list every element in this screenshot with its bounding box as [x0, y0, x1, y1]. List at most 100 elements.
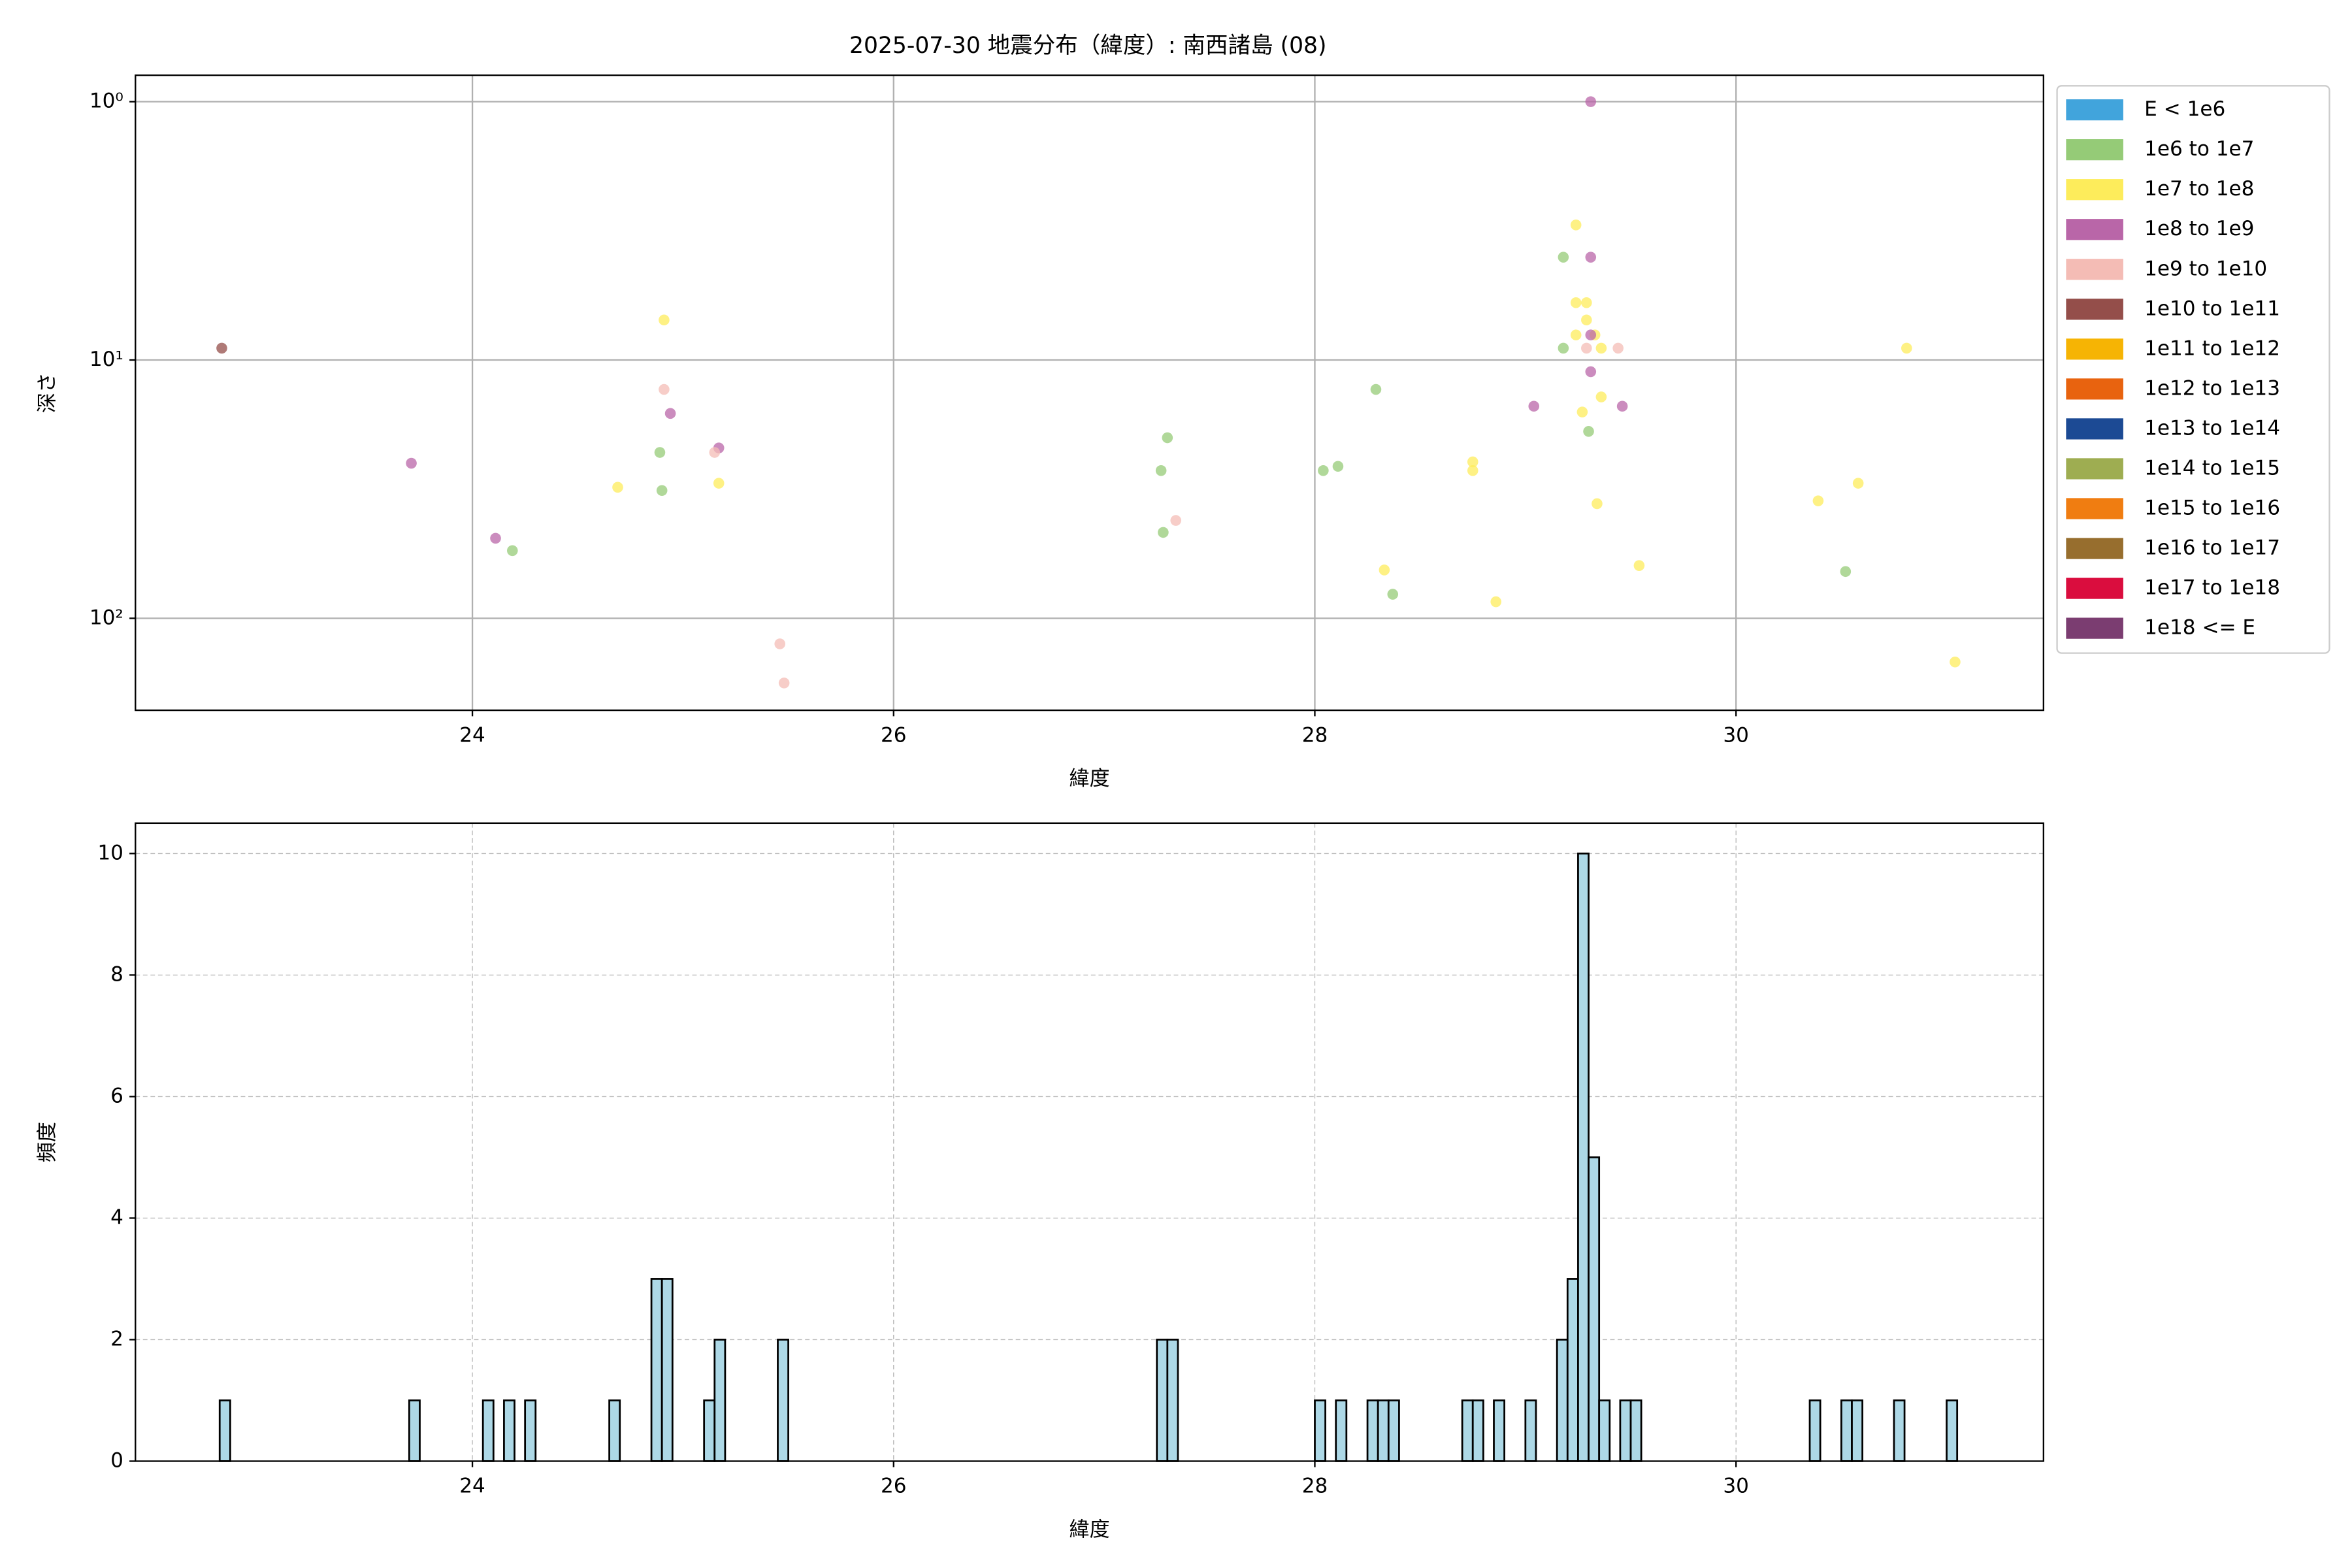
point [774, 638, 785, 649]
bar [1471, 1399, 1484, 1462]
point [1592, 498, 1603, 510]
bar [1577, 853, 1590, 1462]
point [1170, 515, 1182, 526]
bar [1946, 1399, 1959, 1462]
legend-label: 1e7 to 1e8 [2144, 177, 2254, 201]
point [1581, 314, 1592, 326]
bar [1366, 1399, 1379, 1462]
bar [524, 1399, 537, 1462]
bar [1156, 1339, 1169, 1462]
point [1570, 297, 1582, 308]
bar [1629, 1399, 1642, 1462]
point [664, 408, 676, 419]
point [1155, 465, 1167, 476]
bar [1524, 1399, 1537, 1462]
point [1162, 432, 1173, 444]
point [1467, 456, 1478, 468]
bar [1493, 1399, 1505, 1462]
point [1585, 252, 1597, 263]
point [713, 478, 725, 489]
x-tick-label: 30 [1723, 723, 1749, 747]
chart-title: 2025-07-30 地震分布（緯度）: 南西諸島 (08) [849, 33, 1327, 59]
legend-label: 1e12 to 1e13 [2144, 376, 2280, 400]
plot-frame [135, 74, 2044, 711]
legend-swatch [2066, 378, 2123, 400]
y-axis-label: 頻度 [36, 1122, 59, 1162]
point [1158, 527, 1169, 538]
point [612, 482, 623, 493]
point [1558, 342, 1569, 354]
y-tick-label: 0 [110, 1448, 123, 1472]
point [1840, 566, 1852, 578]
point [1576, 406, 1588, 417]
bar [1461, 1399, 1474, 1462]
x-tick-label: 24 [459, 723, 485, 747]
legend-label: 1e15 to 1e16 [2144, 497, 2280, 520]
legend-swatch [2066, 99, 2123, 121]
x-tick-label: 28 [1302, 723, 1328, 747]
point [1901, 342, 1912, 354]
y-tick-label: 10 [97, 841, 123, 864]
legend-swatch [2066, 179, 2123, 201]
bar [1335, 1399, 1348, 1462]
y-tick-label: 10¹ [90, 348, 123, 371]
point [1633, 560, 1645, 571]
legend-swatch [2066, 299, 2123, 320]
bar [650, 1278, 663, 1462]
point [656, 485, 668, 497]
x-tick-label: 26 [881, 1475, 907, 1498]
legend-label: 1e11 to 1e12 [2144, 336, 2280, 360]
legend-box [2056, 85, 2330, 654]
bar [482, 1399, 495, 1462]
point [1490, 596, 1501, 608]
bar [1598, 1399, 1611, 1462]
point [1852, 478, 1864, 489]
x-tick-label: 26 [881, 723, 907, 747]
point [216, 342, 227, 354]
bar [703, 1399, 716, 1462]
point [1812, 495, 1824, 506]
point [1612, 342, 1624, 354]
legend-swatch [2066, 578, 2123, 599]
x-tick-label: 30 [1723, 1475, 1749, 1498]
legend-swatch [2066, 418, 2123, 440]
legend-label: 1e13 to 1e14 [2144, 416, 2280, 440]
legend-label: 1e8 to 1e9 [2144, 217, 2254, 240]
point [1332, 461, 1344, 472]
point [1585, 366, 1597, 378]
point [1616, 400, 1628, 412]
y-tick-label: 2 [110, 1327, 123, 1350]
point [507, 545, 518, 557]
plot-frame [135, 822, 2044, 1462]
bar [503, 1399, 515, 1462]
point [778, 678, 790, 689]
legend-label: E < 1e6 [2144, 97, 2225, 121]
bar [661, 1278, 674, 1462]
legend-swatch [2066, 219, 2123, 240]
bar [1840, 1399, 1853, 1462]
point [1581, 342, 1592, 354]
bar [713, 1339, 727, 1462]
point [1581, 297, 1592, 308]
y-tick-label: 8 [110, 962, 123, 986]
legend-label: 1e16 to 1e17 [2144, 536, 2280, 560]
y-tick-label: 4 [110, 1205, 123, 1229]
point [406, 457, 417, 469]
bar [777, 1339, 789, 1462]
bar [408, 1399, 421, 1462]
bar [1556, 1339, 1569, 1462]
point [1585, 329, 1597, 340]
point [1595, 342, 1607, 354]
point [490, 532, 501, 544]
x-axis-label: 緯度 [1069, 1518, 1109, 1541]
bar [1387, 1399, 1400, 1462]
x-tick-label: 28 [1302, 1475, 1328, 1498]
legend-swatch [2066, 139, 2123, 161]
bar [1808, 1399, 1821, 1462]
legend-label: 1e14 to 1e15 [2144, 456, 2280, 480]
legend-swatch [2066, 498, 2123, 519]
legend-swatch [2066, 617, 2123, 639]
bar [1377, 1399, 1390, 1462]
bar [1314, 1399, 1326, 1462]
